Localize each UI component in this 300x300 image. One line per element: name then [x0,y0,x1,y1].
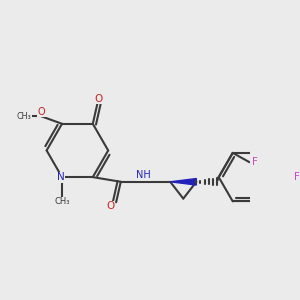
Text: CH₃: CH₃ [16,112,31,121]
Text: O: O [106,201,115,211]
Text: CH₃: CH₃ [54,197,70,206]
Text: O: O [94,94,103,103]
Text: F: F [252,157,258,167]
Text: NH: NH [136,170,151,180]
Text: F: F [294,172,300,182]
Polygon shape [170,178,196,185]
Text: N: N [57,172,65,182]
Text: O: O [38,107,45,117]
